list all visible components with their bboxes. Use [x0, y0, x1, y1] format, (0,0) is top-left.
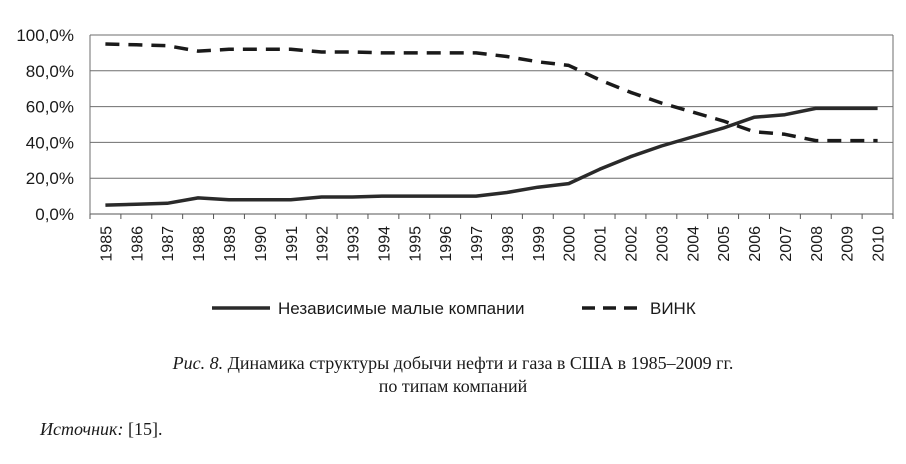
x-tick-label: 1991	[284, 226, 301, 262]
legend: Независимые малые компании ВИНК	[212, 299, 696, 318]
y-tick-label: 60,0%	[26, 98, 74, 117]
x-tick-label: 1996	[438, 226, 455, 262]
series-line-vink	[105, 42, 878, 143]
y-tick-label: 20,0%	[26, 169, 74, 188]
x-tick-label: 1988	[191, 226, 208, 262]
x-tick-label: 2001	[593, 226, 610, 262]
figure-label: Рис. 8.	[172, 353, 224, 373]
x-tick-label: 1987	[160, 226, 177, 262]
x-axis-ticks: 1985 1986 1987 1988 1989 1990 1991 1992 1993 1994…	[89, 214, 894, 262]
caption-text-line2: по типам компаний	[378, 376, 528, 396]
x-tick-label: 2010	[871, 226, 888, 262]
x-tick-label: 2005	[716, 226, 733, 262]
x-tick-label: 1997	[469, 226, 486, 262]
x-tick-label: 2000	[562, 226, 579, 262]
x-tick-label: 2009	[840, 226, 857, 262]
line-chart: 0,0%20,0%40,0%60,0%80,0%100,0% 1985 1986 1…	[16, 26, 894, 318]
y-tick-label: 0,0%	[35, 205, 74, 224]
x-tick-label: 2002	[623, 226, 640, 262]
legend-label: ВИНК	[650, 299, 696, 318]
y-axis-ticks: 0,0% 20,0% 40,0% 60,0% 80,0% 100,0%	[16, 26, 74, 224]
grid-lines	[89, 34, 894, 215]
source-text: [15].	[123, 419, 163, 439]
source-note: Источник: [15].	[40, 419, 162, 440]
x-tick-label: 2003	[654, 226, 671, 262]
x-tick-label: 1986	[129, 226, 146, 262]
x-tick-label: 1992	[315, 226, 332, 262]
y-tick-label: 100,0%	[16, 26, 74, 45]
x-tick-label: 2008	[809, 226, 826, 262]
y-tick-label: 80,0%	[26, 62, 74, 81]
x-tick-label: 1993	[346, 226, 363, 262]
figure-caption: Рис. 8. Динамика структуры добычи нефти …	[0, 352, 906, 374]
source-label: Источник:	[40, 419, 124, 439]
x-tick-label: 2006	[747, 226, 764, 262]
series-lines	[105, 42, 878, 207]
x-tick-label: 1985	[98, 226, 115, 262]
x-tick-label: 1998	[500, 226, 517, 262]
x-tick-label: 1989	[222, 226, 239, 262]
legend-label: Независимые малые компании	[278, 299, 524, 318]
x-tick-label: 1994	[376, 226, 393, 262]
series-line-independent	[105, 106, 878, 207]
x-tick-label: 2004	[685, 226, 702, 262]
caption-text-line1: Динамика структуры добычи нефти и газа в…	[223, 353, 734, 373]
x-tick-label: 1995	[407, 226, 424, 262]
x-tick-label: 1990	[253, 226, 270, 262]
x-tick-label: 1999	[531, 226, 548, 262]
x-tick-label: 2007	[778, 226, 795, 262]
y-tick-label: 40,0%	[26, 133, 74, 152]
